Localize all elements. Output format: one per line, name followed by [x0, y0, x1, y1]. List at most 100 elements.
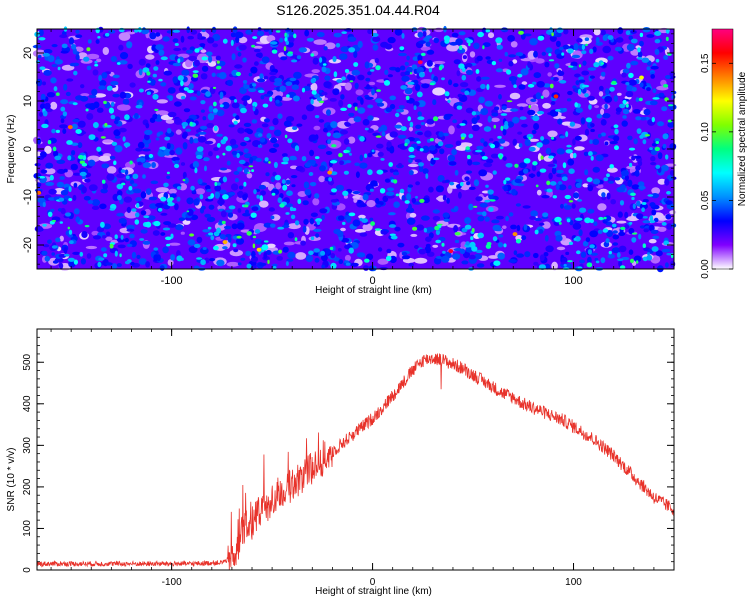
spectrogram-cell [442, 250, 446, 254]
spectrogram-cell [316, 97, 322, 102]
spectrogram-cell [389, 95, 397, 101]
spectrogram-cell [358, 214, 366, 219]
spectrogram-cell [613, 95, 618, 102]
spectrogram-cell [468, 43, 471, 47]
spectrogram-cell [118, 32, 131, 41]
spectrogram-cell [39, 28, 44, 37]
spectrogram-cell [528, 104, 531, 109]
spectrogram-cell [263, 222, 272, 228]
spectrogram-cell [526, 133, 534, 140]
spectrogram-cell [419, 198, 425, 203]
spectrogram-cell [264, 157, 269, 162]
spectrogram-cell [59, 124, 68, 129]
spectrogram-cell [102, 223, 111, 230]
spectrogram-cell [491, 117, 500, 123]
y-tick-label: 300 [22, 437, 33, 454]
spectrogram-cell [321, 254, 328, 262]
spectrogram-cell [204, 140, 214, 145]
spectrogram-cell [442, 194, 447, 201]
spectrogram-cell [518, 170, 525, 176]
spectrogram-cell [357, 107, 366, 114]
spectrogram-cell [60, 50, 69, 54]
spectrogram-cell [432, 244, 439, 248]
spectrogram-cell [142, 148, 151, 152]
spectrogram-cell [638, 97, 643, 102]
spectrogram-cell [537, 35, 545, 41]
spectrogram-cell [367, 152, 373, 158]
spectrogram-cell [167, 87, 176, 94]
spectrogram-cell [325, 151, 333, 155]
spectrogram-cell [156, 132, 161, 137]
spectrogram-cell [499, 154, 503, 160]
spectrogram-cell [542, 212, 549, 218]
spectrogram-cell [43, 168, 56, 175]
spectrogram-cell [119, 60, 128, 65]
spectrogram-cell [630, 192, 636, 196]
spectrogram-cell [578, 79, 586, 83]
spectrogram-peak [512, 232, 518, 237]
spectrogram-cell [302, 200, 309, 206]
spectrogram-cell [451, 32, 459, 38]
spectrogram-cell [304, 162, 312, 168]
spectrogram-cell [101, 163, 110, 169]
spectrogram-cell [479, 202, 488, 208]
spectrogram-cell [106, 85, 113, 91]
spectrogram-cell [163, 148, 171, 156]
spectrogram-cell [632, 203, 636, 210]
spectrogram-cell [438, 131, 444, 138]
spectrogram-cell [548, 59, 555, 62]
spectrogram-cell [401, 255, 411, 260]
spectrogram-cell [95, 39, 100, 44]
spectrogram-cell [259, 195, 263, 202]
spectrogram-cell [472, 161, 481, 166]
spectrogram-cell [658, 92, 665, 98]
spectrogram-cell [592, 138, 600, 145]
spectrogram-cell [218, 72, 227, 80]
spectrogram-cell [543, 83, 551, 88]
spectrogram-cell [270, 223, 276, 228]
spectrogram-cell [296, 55, 302, 60]
spectrogram-cell [226, 160, 231, 166]
spectrogram-cell [335, 43, 341, 48]
spectrogram-cell [648, 239, 657, 244]
spectrogram-cell [650, 155, 656, 162]
spectrogram-cell [341, 76, 346, 81]
spectrogram-cell [631, 184, 640, 190]
spectrogram-cell [257, 262, 267, 267]
spectrogram-cell [614, 128, 619, 135]
spectrogram-cell [280, 96, 293, 101]
spectrogram-cell [468, 254, 476, 260]
spectrogram-cell [362, 265, 370, 271]
spectrogram-cell [96, 58, 102, 63]
spectrogram-cell [415, 181, 420, 186]
spectrogram-cell [600, 108, 605, 116]
spectrogram-cell [134, 113, 139, 120]
spectrogram-cell [461, 74, 467, 81]
spectrogram-cell [432, 60, 446, 65]
spectrogram-cell [77, 120, 86, 128]
spectrogram-cell [220, 139, 227, 145]
spectrogram-cell [453, 59, 461, 65]
spectrogram-cell [281, 179, 286, 185]
spectrogram-cell [539, 254, 545, 261]
spectrogram-cell [509, 92, 521, 100]
spectrogram-cell [114, 234, 118, 239]
spectrogram-cell [73, 70, 78, 76]
spectrogram-cell [228, 124, 235, 128]
spectrogram-cell [230, 183, 239, 191]
spectrogram-cell [389, 131, 398, 138]
spectrogram-cell [367, 128, 374, 134]
spectrogram-cell [613, 135, 620, 142]
spectrogram-cell [308, 236, 321, 242]
spectrogram-cell [372, 44, 379, 51]
spectrogram-cell [390, 235, 398, 240]
spectrogram-cell [59, 34, 68, 39]
spectrogram-cell [138, 58, 146, 66]
spectrogram-cell [168, 242, 181, 246]
spectrogram-cell [192, 73, 199, 78]
spectrogram-cell [657, 226, 667, 232]
spectrogram-cell [549, 27, 553, 33]
spectrogram-cell [313, 125, 321, 131]
spectrogram-cell [142, 137, 152, 145]
